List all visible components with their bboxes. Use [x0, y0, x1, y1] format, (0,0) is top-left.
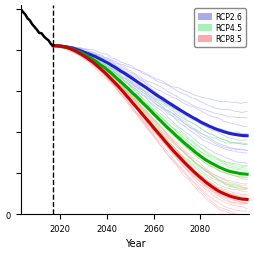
- X-axis label: Year: Year: [124, 239, 145, 248]
- Legend: RCP2.6, RCP4.5, RCP8.5: RCP2.6, RCP4.5, RCP8.5: [193, 9, 245, 48]
